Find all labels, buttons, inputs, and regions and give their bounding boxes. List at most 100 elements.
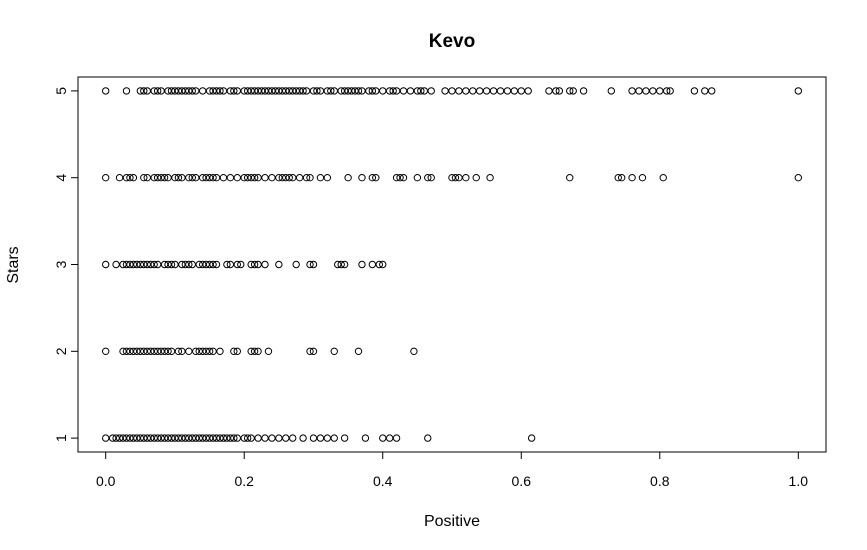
data-point [129,434,138,442]
data-point [119,260,127,269]
data-point [368,260,377,269]
data-point [566,87,574,95]
data-point [247,87,255,95]
data-point [482,87,491,95]
data-point [399,173,408,182]
data-point [205,260,214,269]
data-point [171,434,179,442]
data-point [527,434,536,442]
data-point [379,260,387,269]
data-point [102,347,110,356]
data-point [216,434,224,442]
data-point [150,260,158,269]
data-point [292,260,300,269]
data-point [701,87,709,95]
data-point [171,173,179,182]
data-point [316,173,325,182]
data-point [205,434,214,442]
data-point [185,173,193,182]
data-point [358,87,366,95]
data-point [708,87,716,95]
data-point [545,87,553,95]
data-point [659,173,667,182]
x-tick-label: 0.6 [512,473,532,489]
data-point [102,260,110,269]
data-point [282,434,290,442]
data-point [323,434,332,442]
y-tick-label: 5 [53,87,69,95]
data-point [150,347,158,356]
data-point [642,87,650,95]
data-point [195,434,203,442]
data-point [143,87,151,95]
data-point [368,87,377,95]
data-point [140,260,148,269]
data-point [302,87,311,95]
data-point [254,87,262,95]
data-point [275,260,283,269]
data-point [188,173,196,182]
data-point [188,434,196,442]
data-point [323,173,332,182]
data-point [316,434,325,442]
data-point [462,87,470,95]
data-point [566,173,574,182]
data-point [192,87,200,95]
data-point [424,434,432,442]
x-tick-label: 1.0 [789,473,809,489]
data-point [164,347,172,356]
data-point [195,260,203,269]
data-point [240,173,248,182]
chart-title: Kevo [429,31,475,52]
data-point [275,173,283,182]
data-point [178,87,186,95]
data-point [171,260,179,269]
data-point [115,173,124,182]
data-point [126,173,134,182]
data-point [424,173,432,182]
data-point [628,87,636,95]
data-point [489,87,498,95]
data-point [268,173,276,182]
data-point [257,87,266,95]
data-point [160,260,169,269]
x-tick-label: 0.4 [373,473,393,489]
data-point [379,87,387,95]
data-point [174,434,183,442]
data-point [306,260,314,269]
data-point [285,173,293,182]
data-point [794,87,802,95]
data-point [140,434,148,442]
data-point [140,87,148,95]
data-point [185,260,193,269]
data-point [316,87,325,95]
data-point [237,260,245,269]
data-point [264,347,273,356]
data-point [119,434,127,442]
data-point [150,173,158,182]
data-point [406,87,415,95]
data-point [309,434,318,442]
data-point [427,87,435,95]
data-point [167,347,176,356]
data-point [309,260,318,269]
data-points [102,87,802,442]
data-point [607,87,615,95]
data-point [323,87,332,95]
data-point [164,260,172,269]
data-point [282,173,290,182]
data-point [122,173,131,182]
data-point [230,347,238,356]
data-point [233,347,241,356]
data-point [115,434,124,442]
data-point [102,173,110,182]
data-point [153,173,162,182]
data-point [167,87,176,95]
data-point [268,434,276,442]
x-axis-label: Positive [424,513,480,530]
data-point [330,347,338,356]
data-point [358,260,366,269]
data-point [289,87,297,95]
data-point [451,173,460,182]
